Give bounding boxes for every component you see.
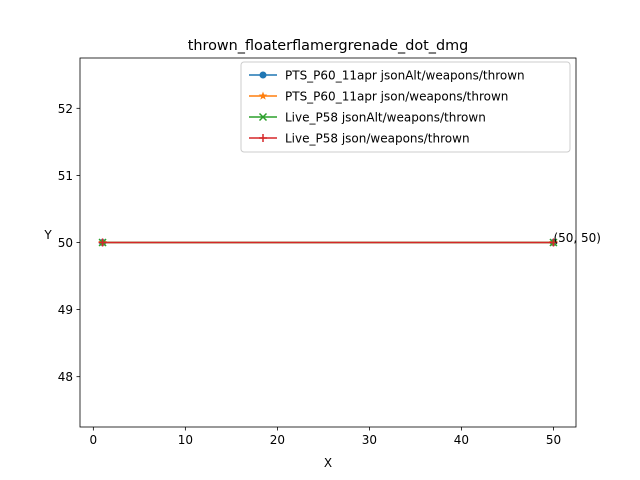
x-tick-label-10: 10 [178, 433, 193, 447]
x-tick-label-20: 20 [270, 433, 285, 447]
data-annotation-1: (50, 50) [553, 231, 601, 245]
y-tick-label-51: 51 [58, 169, 73, 183]
legend-marker-3 [258, 112, 268, 122]
data-point-s4-p2 [549, 238, 558, 247]
legend: PTS_P60_11apr jsonAlt/weapons/thrown PTS_… [240, 61, 571, 153]
legend-marker-1 [259, 71, 267, 79]
y-tick-label-49: 49 [58, 303, 73, 317]
x-tick-label-30: 30 [362, 433, 377, 447]
legend-label-2: PTS_P60_11apr json/weapons/thrown [285, 90, 508, 104]
legend-box [240, 61, 571, 153]
y-tick-label-50: 50 [58, 236, 73, 250]
x-tick-label-0: 0 [90, 433, 98, 447]
legend-marker-4 [259, 134, 267, 142]
y-tick-label-52: 52 [58, 102, 73, 116]
legend-marker-2 [258, 91, 268, 100]
data-point-s4-p1 [98, 238, 107, 247]
legend-label-1: PTS_P60_11apr jsonAlt/weapons/thrown [285, 69, 525, 83]
legend-label-3: Live_P58 jsonAlt/weapons/thrown [285, 111, 486, 125]
x-tick-label-50: 50 [546, 433, 561, 447]
y-axis-label: Y [43, 228, 52, 242]
legend-label-4: Live_P58 json/weapons/thrown [285, 132, 470, 146]
chart-title: thrown_floaterflamergrenade_dot_dmg [188, 38, 469, 54]
plot-area: (50, 50) 0 10 20 30 40 50 48 49 50 51 52 [58, 57, 601, 447]
y-tick-label-48: 48 [58, 370, 73, 384]
x-axis-label: X [324, 456, 332, 470]
x-tick-label-40: 40 [454, 433, 469, 447]
